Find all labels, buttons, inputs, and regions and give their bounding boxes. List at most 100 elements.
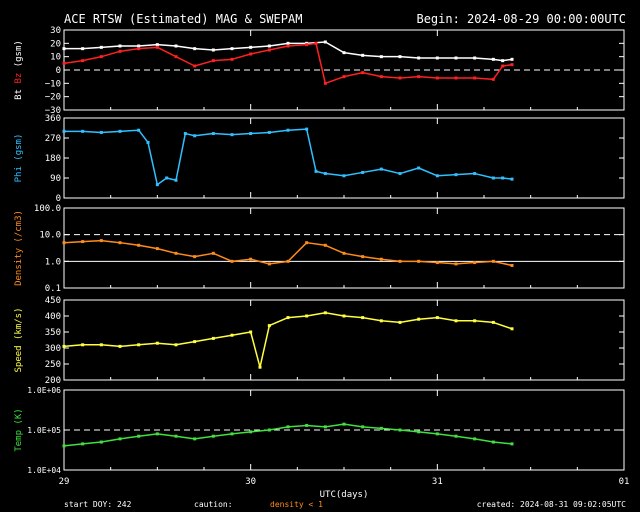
series-segment <box>269 42 289 47</box>
series-segment <box>157 43 177 47</box>
y-axis-label-bt: Bt <box>14 84 24 100</box>
series-segment <box>418 260 438 264</box>
series-segment <box>381 168 401 175</box>
x-tick-label: 29 <box>59 477 70 487</box>
series-segment <box>231 46 251 50</box>
series-segment <box>157 247 177 255</box>
series-segment <box>213 132 233 136</box>
series-segment <box>362 54 382 58</box>
series-segment <box>362 71 382 78</box>
x-tick-label: 30 <box>245 477 256 487</box>
y-tick-label: 450 <box>45 296 61 306</box>
series-segment <box>474 438 494 443</box>
series-segment <box>194 47 214 51</box>
series-segment <box>474 57 494 61</box>
caution-label: caution: <box>194 500 233 509</box>
y-tick-label: 0.1 <box>45 284 61 294</box>
series-segment <box>250 429 270 433</box>
series-segment <box>343 171 363 177</box>
y-tick-label: −30 <box>45 106 61 116</box>
series-segment <box>250 131 270 135</box>
series-segment <box>343 423 363 428</box>
y-tick-label: −10 <box>45 79 61 89</box>
series-segment <box>287 43 307 47</box>
series-segment <box>119 241 139 247</box>
y-axis-label: Speed (km/s) <box>14 307 24 372</box>
series-segment <box>324 41 345 54</box>
series-segment <box>269 45 289 51</box>
series-segment <box>231 258 251 263</box>
series-segment <box>474 77 494 81</box>
series-segment <box>231 53 251 61</box>
series-segment <box>250 45 270 49</box>
series-segment <box>399 167 419 175</box>
series-segment <box>287 242 308 262</box>
y-tick-label: 0 <box>56 194 61 204</box>
series-segment <box>138 43 158 47</box>
series-segment <box>418 431 438 435</box>
series-segment <box>493 441 513 445</box>
y-tick-label: 30 <box>50 26 61 36</box>
y-tick-label: 200 <box>45 376 61 386</box>
begin-time: Begin: 2024-08-29 00:00:00UTC <box>416 12 626 26</box>
y-tick-label: 10.0 <box>39 231 61 241</box>
series-segment <box>82 55 102 62</box>
series-segment <box>157 342 177 346</box>
series-segment <box>194 252 214 258</box>
density-caution: density < 1 <box>270 500 323 509</box>
series-segment <box>381 320 401 324</box>
y-axis-label: Temp (K) <box>14 408 24 451</box>
series-segment <box>502 58 513 62</box>
panel-frame <box>63 207 625 289</box>
panel-0: 30 20 10 0 −10 −20 −30 Bt Bz (gsm) <box>14 26 625 116</box>
y-tick-label: 350 <box>45 328 61 338</box>
series-segment <box>213 58 233 62</box>
series-segment <box>325 312 345 317</box>
series-segment <box>418 167 438 177</box>
panel-3: 450 400 350 300 250 200 Speed (km/s) <box>14 296 625 386</box>
series-segment <box>213 252 233 263</box>
x-tick-label: 31 <box>432 477 443 487</box>
y-tick-label: −20 <box>45 93 61 103</box>
series-segment <box>175 55 196 67</box>
series-segment <box>63 443 83 447</box>
series-segment <box>138 129 149 143</box>
series-segment <box>82 441 102 445</box>
series-segment <box>157 433 177 437</box>
series-temp <box>62 422 514 448</box>
series-segment <box>63 344 83 348</box>
series-segment <box>362 426 382 430</box>
y-axis-label-bz: Bz <box>14 67 24 83</box>
series-segment <box>325 172 345 177</box>
panel-frame <box>63 117 625 199</box>
series-segment <box>101 344 121 348</box>
series-segment <box>101 239 121 244</box>
series-segment <box>175 133 187 181</box>
series-segment <box>231 331 251 336</box>
series-segment <box>250 49 270 55</box>
y-tick-label: 400 <box>45 312 61 322</box>
start-doy: start DOY: 242 <box>64 500 132 509</box>
y-tick-label: 1.0E+06 <box>27 386 61 395</box>
series-segment <box>315 43 327 84</box>
series-segment <box>231 431 251 435</box>
series-segment <box>502 63 513 67</box>
series-segment <box>166 177 177 181</box>
series-segment <box>502 177 513 180</box>
series-segment <box>156 46 177 58</box>
y-axis-label: Phi (gsm) <box>14 134 24 183</box>
series-segment <box>399 75 419 79</box>
series-segment <box>325 423 345 428</box>
x-axis-label: UTC(days) <box>320 490 369 500</box>
series-segment <box>493 260 513 267</box>
series-segment <box>194 337 214 343</box>
series-segment <box>362 168 382 174</box>
series-segment <box>474 320 494 324</box>
series-segment <box>315 170 326 175</box>
series-segment <box>175 45 195 50</box>
series-segment <box>343 252 363 258</box>
y-tick-label: 100.0 <box>34 204 61 214</box>
y-tick-label: 360 <box>45 114 61 124</box>
series-segment <box>343 51 363 57</box>
